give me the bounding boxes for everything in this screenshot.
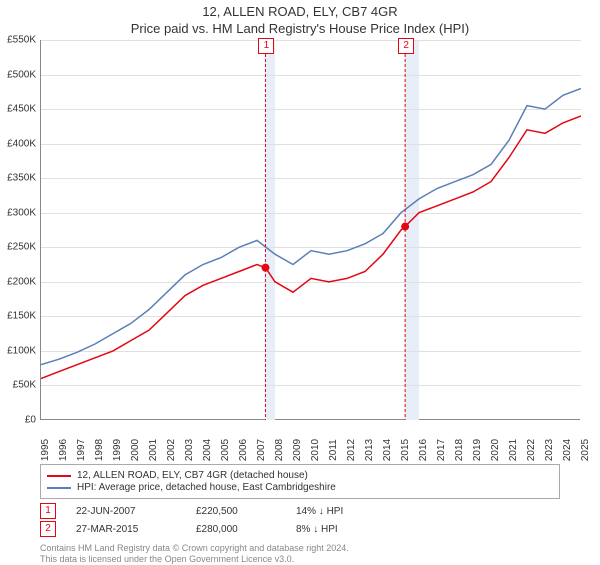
plot-area: 12 <box>40 40 580 420</box>
legend-label: HPI: Average price, detached house, East… <box>77 482 336 493</box>
y-tick-label: £350K <box>7 173 36 184</box>
sale-marker: 2 <box>398 38 414 54</box>
x-tick-label: 2008 <box>274 439 285 461</box>
x-tick-label: 1999 <box>112 439 123 461</box>
legend-item: HPI: Average price, detached house, East… <box>47 482 553 493</box>
y-tick-label: £250K <box>7 242 36 253</box>
x-tick-label: 2012 <box>346 439 357 461</box>
legend-swatch <box>47 487 71 489</box>
sale-row: 2 27-MAR-2015 £280,000 8% ↓ HPI <box>40 521 560 537</box>
x-tick-label: 1996 <box>58 439 69 461</box>
sale-date: 27-MAR-2015 <box>76 524 176 535</box>
y-tick-label: £550K <box>7 35 36 46</box>
sale-marker-icon: 1 <box>40 503 56 519</box>
x-tick-label: 2010 <box>310 439 321 461</box>
x-tick-label: 2005 <box>220 439 231 461</box>
footnote-line: Contains HM Land Registry data © Crown c… <box>40 543 560 554</box>
x-axis-labels: 1995 1996 1997 1998 1999 2000 2001 2002 2003 2004… <box>40 420 580 460</box>
footnote-line: This data is licensed under the Open Gov… <box>40 554 560 565</box>
page-title: 12, ALLEN ROAD, ELY, CB7 4GR <box>0 4 600 19</box>
y-tick-label: £50K <box>13 380 36 391</box>
x-tick-label: 2025 <box>580 439 591 461</box>
sales-table: 1 22-JUN-2007 £220,500 14% ↓ HPI 2 27-MAR-201… <box>40 503 560 537</box>
chart: £0£50K£100K£150K£200K£250K£300K£350K£400… <box>40 40 600 420</box>
x-tick-label: 2017 <box>436 439 447 461</box>
series-property <box>41 116 581 379</box>
x-tick-label: 2024 <box>562 439 573 461</box>
y-tick-label: £100K <box>7 345 36 356</box>
legend-label: 12, ALLEN ROAD, ELY, CB7 4GR (detached h… <box>77 470 308 481</box>
sale-row: 1 22-JUN-2007 £220,500 14% ↓ HPI <box>40 503 560 519</box>
x-tick-label: 2006 <box>238 439 249 461</box>
x-tick-label: 2009 <box>292 439 303 461</box>
sale-price: £280,000 <box>196 524 276 535</box>
x-tick-label: 2013 <box>364 439 375 461</box>
sale-price: £220,500 <box>196 506 276 517</box>
x-tick-label: 2021 <box>508 439 519 461</box>
sale-delta: 14% ↓ HPI <box>296 506 343 517</box>
x-tick-label: 2020 <box>490 439 501 461</box>
y-tick-label: £400K <box>7 138 36 149</box>
x-tick-label: 2011 <box>328 439 339 461</box>
legend: 12, ALLEN ROAD, ELY, CB7 4GR (detached h… <box>40 464 560 499</box>
x-tick-label: 1995 <box>40 439 51 461</box>
page-subtitle: Price paid vs. HM Land Registry's House … <box>0 21 600 36</box>
sale-marker-icon: 2 <box>40 521 56 537</box>
series-hpi <box>41 88 581 364</box>
sale-marker: 1 <box>258 38 274 54</box>
x-tick-label: 2022 <box>526 439 537 461</box>
x-tick-label: 1997 <box>76 439 87 461</box>
y-tick-label: £500K <box>7 69 36 80</box>
x-tick-label: 2016 <box>418 439 429 461</box>
y-tick-label: £150K <box>7 311 36 322</box>
sale-delta: 8% ↓ HPI <box>296 524 338 535</box>
y-tick-label: £450K <box>7 104 36 115</box>
chart-svg <box>41 40 581 420</box>
x-tick-label: 2003 <box>184 439 195 461</box>
y-tick-label: £0 <box>25 415 36 426</box>
x-tick-label: 2007 <box>256 439 267 461</box>
x-tick-label: 2000 <box>130 439 141 461</box>
x-tick-label: 2019 <box>472 439 483 461</box>
y-tick-label: £300K <box>7 207 36 218</box>
x-tick-label: 2015 <box>400 439 411 461</box>
x-tick-label: 2002 <box>166 439 177 461</box>
x-tick-label: 1998 <box>94 439 105 461</box>
y-axis-labels: £0£50K£100K£150K£200K£250K£300K£350K£400… <box>0 40 38 420</box>
x-tick-label: 2004 <box>202 439 213 461</box>
x-tick-label: 2014 <box>382 439 393 461</box>
x-tick-label: 2023 <box>544 439 555 461</box>
footnote: Contains HM Land Registry data © Crown c… <box>40 543 560 565</box>
y-tick-label: £200K <box>7 276 36 287</box>
legend-item: 12, ALLEN ROAD, ELY, CB7 4GR (detached h… <box>47 470 553 481</box>
x-tick-label: 2018 <box>454 439 465 461</box>
sale-date: 22-JUN-2007 <box>76 506 176 517</box>
x-tick-label: 2001 <box>148 439 159 461</box>
legend-swatch <box>47 475 71 477</box>
